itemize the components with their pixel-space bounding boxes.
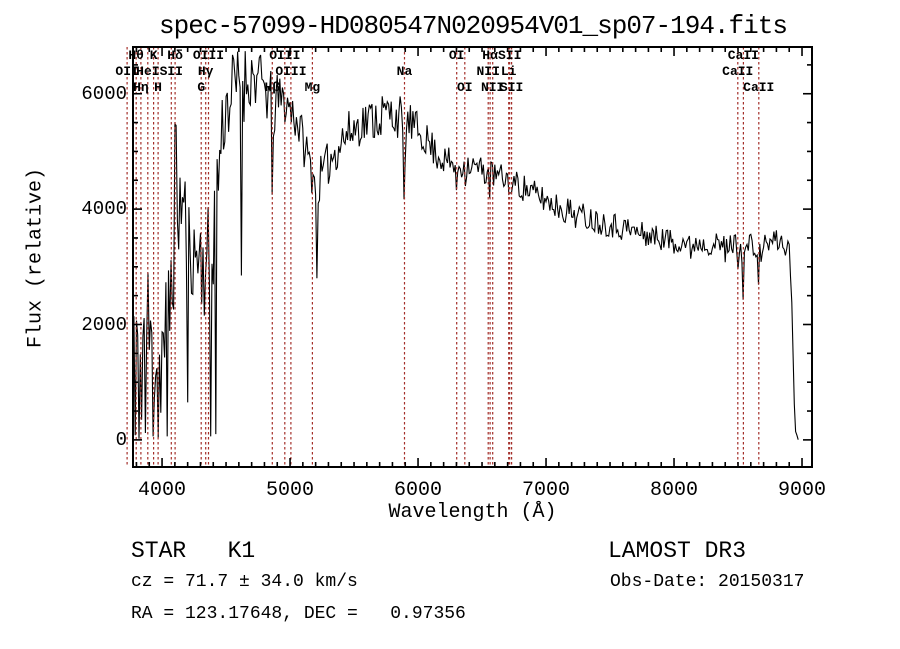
object-class-text: STAR K1: [131, 538, 256, 564]
spectral-line-label: Hθ: [128, 48, 144, 63]
survey-release-text: LAMOST DR3: [608, 538, 747, 564]
spectral-line-label: OIII: [192, 48, 225, 63]
spectral-line-label: OIII: [269, 48, 301, 63]
spectral-line-label: K: [149, 48, 158, 63]
plot-title: spec-57099-HD080547N020954V01_sp07-194.f…: [159, 11, 788, 41]
spectral-line-label: SII: [499, 80, 524, 95]
spectral-line-label: SII: [159, 64, 183, 79]
radial-velocity-text: cz = 71.7 ± 34.0 km/s: [131, 572, 358, 592]
spectral-line-label: OI: [448, 48, 465, 63]
x-tick-label: 8000: [650, 479, 699, 502]
spectral-line-label: OIII: [275, 64, 307, 79]
x-axis-label: Wavelength (Å): [388, 501, 557, 524]
spectral-line-label: Hδ: [167, 48, 183, 63]
spectral-line-label: Li: [500, 64, 517, 79]
y-tick-label: 6000: [81, 82, 127, 105]
spectral-line-label: H: [154, 80, 162, 95]
spectral-line-label: CaII: [727, 48, 759, 63]
x-tick-label: 5000: [266, 479, 315, 502]
spectral-line-label: Hγ: [197, 64, 214, 79]
spectrum-trace: [133, 51, 799, 440]
spectral-line-label: CaII: [722, 64, 754, 79]
spectral-line-label: HeI: [136, 64, 160, 79]
x-tick-label: 4000: [138, 479, 187, 502]
y-tick-label: 2000: [81, 313, 127, 336]
spectral-line-label: Hβ: [264, 80, 281, 95]
obs-date-text: Obs-Date: 20150317: [610, 572, 805, 592]
spectral-line-label: OI: [456, 80, 473, 95]
spectral-line-label: Na: [396, 64, 413, 79]
y-tick-label: 0: [115, 428, 127, 451]
axes-frame: [132, 46, 813, 468]
x-tick-label: 6000: [394, 479, 443, 502]
x-tick-label: 7000: [522, 479, 571, 502]
spectral-line-label: NII: [476, 64, 500, 79]
ra-dec-text: RA = 123.17648, DEC = 0.97356: [131, 604, 466, 624]
spectral-line-label: G: [197, 80, 206, 95]
spectral-line-label: NII: [480, 80, 505, 95]
y-tick-label: 4000: [81, 198, 127, 221]
x-tick-label: 9000: [778, 479, 827, 502]
spectral-line-label: SII: [497, 48, 522, 63]
spectral-line-label: CaII: [743, 80, 775, 95]
spectral-line-label: Hα: [482, 48, 498, 63]
y-axis-label: Flux (relative): [24, 167, 48, 349]
spectral-line-label: Mg: [304, 80, 321, 95]
spectral-line-label: Hη: [133, 80, 149, 95]
spectral-line-label: OII: [115, 64, 139, 79]
